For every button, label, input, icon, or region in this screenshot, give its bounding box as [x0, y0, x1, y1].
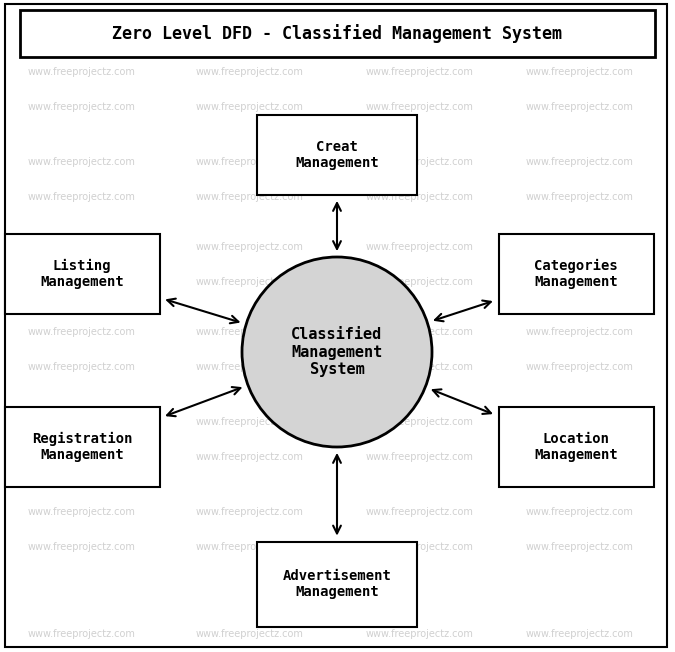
Bar — [5, 234, 159, 314]
Text: www.freeprojectz.com: www.freeprojectz.com — [366, 17, 474, 27]
Text: www.freeprojectz.com: www.freeprojectz.com — [366, 157, 474, 167]
Text: www.freeprojectz.com: www.freeprojectz.com — [526, 17, 634, 27]
Text: www.freeprojectz.com: www.freeprojectz.com — [28, 17, 136, 27]
Text: www.freeprojectz.com: www.freeprojectz.com — [366, 542, 474, 552]
Text: www.freeprojectz.com: www.freeprojectz.com — [526, 242, 634, 252]
Text: www.freeprojectz.com: www.freeprojectz.com — [28, 452, 136, 462]
Text: www.freeprojectz.com: www.freeprojectz.com — [196, 102, 304, 112]
Text: www.freeprojectz.com: www.freeprojectz.com — [526, 327, 634, 337]
Bar — [257, 115, 417, 195]
Text: www.freeprojectz.com: www.freeprojectz.com — [526, 192, 634, 202]
Text: Advertisement
Management: Advertisement Management — [283, 569, 392, 599]
Bar — [499, 407, 653, 487]
Text: www.freeprojectz.com: www.freeprojectz.com — [366, 417, 474, 427]
Text: www.freeprojectz.com: www.freeprojectz.com — [196, 17, 304, 27]
Text: www.freeprojectz.com: www.freeprojectz.com — [526, 542, 634, 552]
Text: www.freeprojectz.com: www.freeprojectz.com — [28, 157, 136, 167]
Bar — [499, 234, 653, 314]
Text: www.freeprojectz.com: www.freeprojectz.com — [526, 452, 634, 462]
Text: www.freeprojectz.com: www.freeprojectz.com — [28, 67, 136, 77]
Text: www.freeprojectz.com: www.freeprojectz.com — [196, 157, 304, 167]
Text: www.freeprojectz.com: www.freeprojectz.com — [366, 452, 474, 462]
Text: Zero Level DFD - Classified Management System: Zero Level DFD - Classified Management S… — [113, 24, 562, 43]
Text: www.freeprojectz.com: www.freeprojectz.com — [366, 192, 474, 202]
Text: www.freeprojectz.com: www.freeprojectz.com — [28, 507, 136, 517]
Text: Classified
Management
System: Classified Management System — [292, 327, 383, 377]
Text: www.freeprojectz.com: www.freeprojectz.com — [196, 327, 304, 337]
Text: www.freeprojectz.com: www.freeprojectz.com — [366, 327, 474, 337]
Text: www.freeprojectz.com: www.freeprojectz.com — [196, 629, 304, 639]
Text: www.freeprojectz.com: www.freeprojectz.com — [526, 629, 634, 639]
Text: www.freeprojectz.com: www.freeprojectz.com — [526, 507, 634, 517]
Text: Creat
Management: Creat Management — [295, 140, 379, 170]
Text: www.freeprojectz.com: www.freeprojectz.com — [366, 67, 474, 77]
Text: Categories
Management: Categories Management — [534, 259, 618, 289]
Text: www.freeprojectz.com: www.freeprojectz.com — [196, 67, 304, 77]
Bar — [257, 542, 417, 627]
Text: www.freeprojectz.com: www.freeprojectz.com — [196, 242, 304, 252]
Bar — [5, 407, 159, 487]
Text: www.freeprojectz.com: www.freeprojectz.com — [366, 242, 474, 252]
Text: www.freeprojectz.com: www.freeprojectz.com — [196, 417, 304, 427]
Text: www.freeprojectz.com: www.freeprojectz.com — [366, 629, 474, 639]
Text: Location
Management: Location Management — [534, 432, 618, 462]
Text: www.freeprojectz.com: www.freeprojectz.com — [28, 192, 136, 202]
Text: www.freeprojectz.com: www.freeprojectz.com — [526, 362, 634, 372]
Text: Listing
Management: Listing Management — [40, 259, 124, 289]
Text: www.freeprojectz.com: www.freeprojectz.com — [196, 362, 304, 372]
Text: www.freeprojectz.com: www.freeprojectz.com — [526, 277, 634, 287]
Text: www.freeprojectz.com: www.freeprojectz.com — [196, 507, 304, 517]
Text: www.freeprojectz.com: www.freeprojectz.com — [526, 67, 634, 77]
Text: www.freeprojectz.com: www.freeprojectz.com — [196, 277, 304, 287]
Text: www.freeprojectz.com: www.freeprojectz.com — [196, 192, 304, 202]
Text: www.freeprojectz.com: www.freeprojectz.com — [28, 629, 136, 639]
Text: www.freeprojectz.com: www.freeprojectz.com — [28, 417, 136, 427]
Circle shape — [242, 257, 432, 447]
Text: www.freeprojectz.com: www.freeprojectz.com — [526, 102, 634, 112]
Text: www.freeprojectz.com: www.freeprojectz.com — [28, 542, 136, 552]
Text: www.freeprojectz.com: www.freeprojectz.com — [366, 102, 474, 112]
Text: www.freeprojectz.com: www.freeprojectz.com — [196, 542, 304, 552]
Bar — [20, 10, 655, 57]
Text: www.freeprojectz.com: www.freeprojectz.com — [28, 242, 136, 252]
Text: www.freeprojectz.com: www.freeprojectz.com — [28, 102, 136, 112]
Text: www.freeprojectz.com: www.freeprojectz.com — [526, 417, 634, 427]
Text: www.freeprojectz.com: www.freeprojectz.com — [28, 277, 136, 287]
Text: www.freeprojectz.com: www.freeprojectz.com — [526, 157, 634, 167]
Text: www.freeprojectz.com: www.freeprojectz.com — [366, 507, 474, 517]
Text: www.freeprojectz.com: www.freeprojectz.com — [366, 362, 474, 372]
Text: www.freeprojectz.com: www.freeprojectz.com — [28, 327, 136, 337]
Text: www.freeprojectz.com: www.freeprojectz.com — [28, 362, 136, 372]
Text: www.freeprojectz.com: www.freeprojectz.com — [196, 452, 304, 462]
Text: Registration
Management: Registration Management — [32, 432, 132, 462]
Text: www.freeprojectz.com: www.freeprojectz.com — [366, 277, 474, 287]
